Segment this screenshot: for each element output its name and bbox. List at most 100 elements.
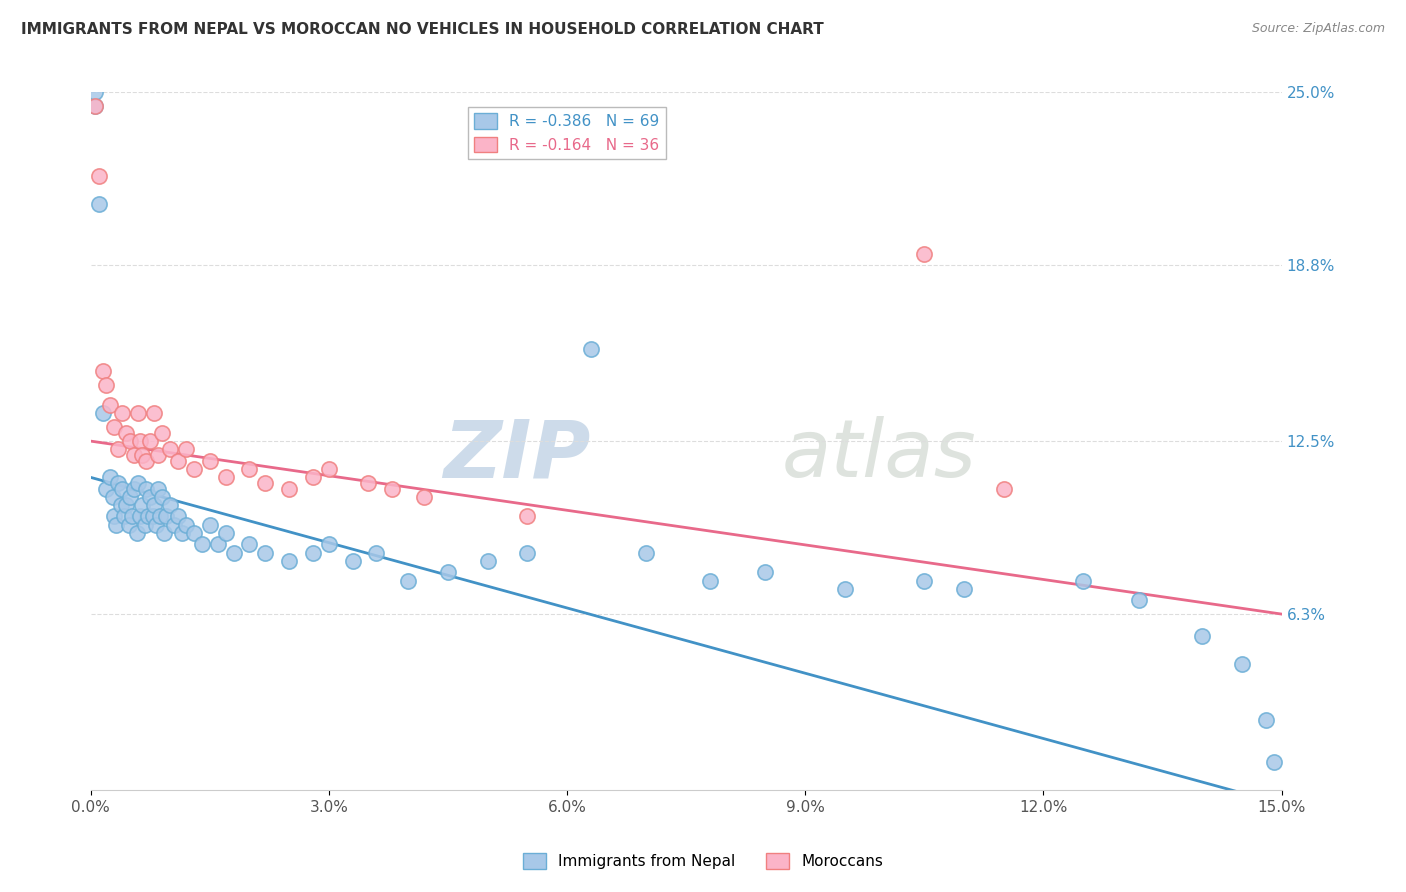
Point	[87, 197, 110, 211]
Point	[124, 448, 146, 462]
Point	[103, 420, 125, 434]
Point	[105, 517, 128, 532]
Point	[1128, 593, 1150, 607]
Point	[120, 490, 142, 504]
Point	[278, 554, 301, 568]
Text: IMMIGRANTS FROM NEPAL VS MOROCCAN NO VEHICLES IN HOUSEHOLD CORRELATION CHART: IMMIGRANTS FROM NEPAL VS MOROCCAN NO VEH…	[21, 22, 824, 37]
Point	[159, 442, 181, 457]
Point	[101, 490, 124, 504]
Point	[96, 482, 118, 496]
Point	[222, 546, 245, 560]
Point	[579, 342, 602, 356]
Point	[214, 470, 236, 484]
Point	[834, 582, 856, 596]
Point	[87, 169, 110, 183]
Point	[139, 434, 162, 449]
Point	[381, 482, 404, 496]
Point	[146, 482, 169, 496]
Point	[111, 482, 134, 496]
Point	[100, 470, 122, 484]
Point	[143, 498, 166, 512]
Point	[143, 406, 166, 420]
Point	[238, 537, 260, 551]
Text: atlas: atlas	[782, 416, 976, 494]
Point	[111, 406, 134, 420]
Point	[112, 509, 135, 524]
Point	[128, 434, 150, 449]
Point	[103, 509, 125, 524]
Point	[636, 546, 658, 560]
Point	[191, 537, 214, 551]
Point	[302, 470, 325, 484]
Point	[302, 546, 325, 560]
Text: ZIP: ZIP	[443, 416, 591, 494]
Point	[115, 498, 138, 512]
Point	[516, 546, 538, 560]
Point	[124, 482, 146, 496]
Point	[342, 554, 364, 568]
Point	[127, 406, 149, 420]
Point	[278, 482, 301, 496]
Point	[198, 517, 221, 532]
Point	[174, 517, 197, 532]
Point	[83, 99, 105, 113]
Point	[357, 475, 380, 490]
Legend: R = -0.386   N = 69, R = -0.164   N = 36: R = -0.386 N = 69, R = -0.164 N = 36	[468, 107, 666, 159]
Point	[912, 247, 935, 261]
Point	[254, 546, 277, 560]
Point	[1263, 755, 1285, 769]
Point	[198, 453, 221, 467]
Point	[131, 448, 153, 462]
Point	[366, 546, 388, 560]
Point	[121, 509, 143, 524]
Point	[83, 99, 105, 113]
Point	[127, 475, 149, 490]
Point	[396, 574, 419, 588]
Point	[83, 86, 105, 100]
Point	[110, 498, 132, 512]
Point	[107, 442, 129, 457]
Point	[91, 364, 114, 378]
Text: Source: ZipAtlas.com: Source: ZipAtlas.com	[1251, 22, 1385, 36]
Point	[214, 526, 236, 541]
Point	[134, 517, 156, 532]
Point	[107, 475, 129, 490]
Point	[318, 537, 340, 551]
Point	[754, 566, 776, 580]
Point	[993, 482, 1015, 496]
Point	[238, 462, 260, 476]
Point	[145, 517, 167, 532]
Point	[699, 574, 721, 588]
Point	[149, 509, 172, 524]
Point	[1254, 713, 1277, 727]
Point	[135, 453, 157, 467]
Point	[167, 453, 190, 467]
Point	[155, 509, 177, 524]
Point	[1230, 657, 1253, 672]
Point	[152, 526, 174, 541]
Point	[118, 517, 141, 532]
Point	[170, 526, 193, 541]
Point	[115, 425, 138, 440]
Point	[136, 509, 159, 524]
Point	[254, 475, 277, 490]
Point	[516, 509, 538, 524]
Point	[146, 448, 169, 462]
Point	[131, 498, 153, 512]
Point	[159, 498, 181, 512]
Point	[167, 509, 190, 524]
Point	[150, 490, 173, 504]
Point	[912, 574, 935, 588]
Point	[91, 406, 114, 420]
Point	[128, 509, 150, 524]
Point	[100, 398, 122, 412]
Point	[125, 526, 148, 541]
Point	[96, 378, 118, 392]
Point	[1191, 629, 1213, 643]
Point	[953, 582, 976, 596]
Point	[174, 442, 197, 457]
Point	[139, 490, 162, 504]
Point	[135, 482, 157, 496]
Point	[120, 434, 142, 449]
Point	[183, 526, 205, 541]
